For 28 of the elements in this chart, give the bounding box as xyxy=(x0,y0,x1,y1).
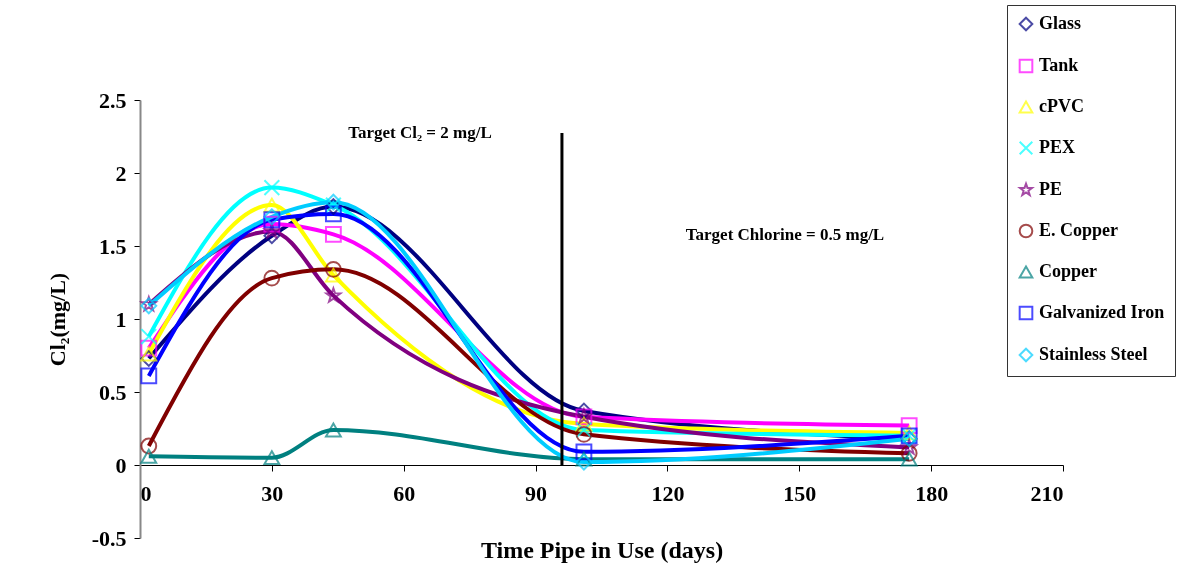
x-tick-label: 90 xyxy=(525,480,548,506)
x-tick-label: 30 xyxy=(261,480,284,506)
x-tick-label: 120 xyxy=(651,480,685,506)
x-tick-label: 150 xyxy=(783,480,817,506)
y-tick-label: 0.5 xyxy=(99,379,127,405)
legend-label: Glass xyxy=(1039,13,1082,33)
legend-label: PE xyxy=(1039,179,1063,199)
x-tick-label: 0 xyxy=(140,480,152,506)
annotation: Target Chlorine = 0.5 mg/L xyxy=(685,225,885,244)
x-tick-label: 210 xyxy=(1030,480,1064,506)
legend-label: Tank xyxy=(1039,55,1079,75)
legend-label: Stainless Steel xyxy=(1039,344,1148,364)
legend-label: E. Copper xyxy=(1039,220,1119,240)
y-tick-label: 2.5 xyxy=(99,87,127,113)
annotation: Target Cl₂ = 2 mg/L xyxy=(348,123,492,142)
legend-label: Copper xyxy=(1039,261,1098,281)
legend-label: PEX xyxy=(1039,137,1075,157)
x-tick-label: 60 xyxy=(393,480,416,506)
y-axis-title: Cl₂(mg/L) xyxy=(44,272,70,367)
y-tick-label: 1 xyxy=(115,306,127,332)
y-tick-label: 0 xyxy=(115,452,127,478)
legend-label: Galvanized Iron xyxy=(1039,302,1165,322)
legend-label: cPVC xyxy=(1039,96,1084,116)
y-tick-label: 2 xyxy=(115,160,127,186)
x-axis-title: Time Pipe in Use (days) xyxy=(480,536,724,563)
y-tick-label: 1.5 xyxy=(99,233,127,259)
x-tick-label: 180 xyxy=(915,480,949,506)
y-tick-label: -0.5 xyxy=(91,525,127,551)
